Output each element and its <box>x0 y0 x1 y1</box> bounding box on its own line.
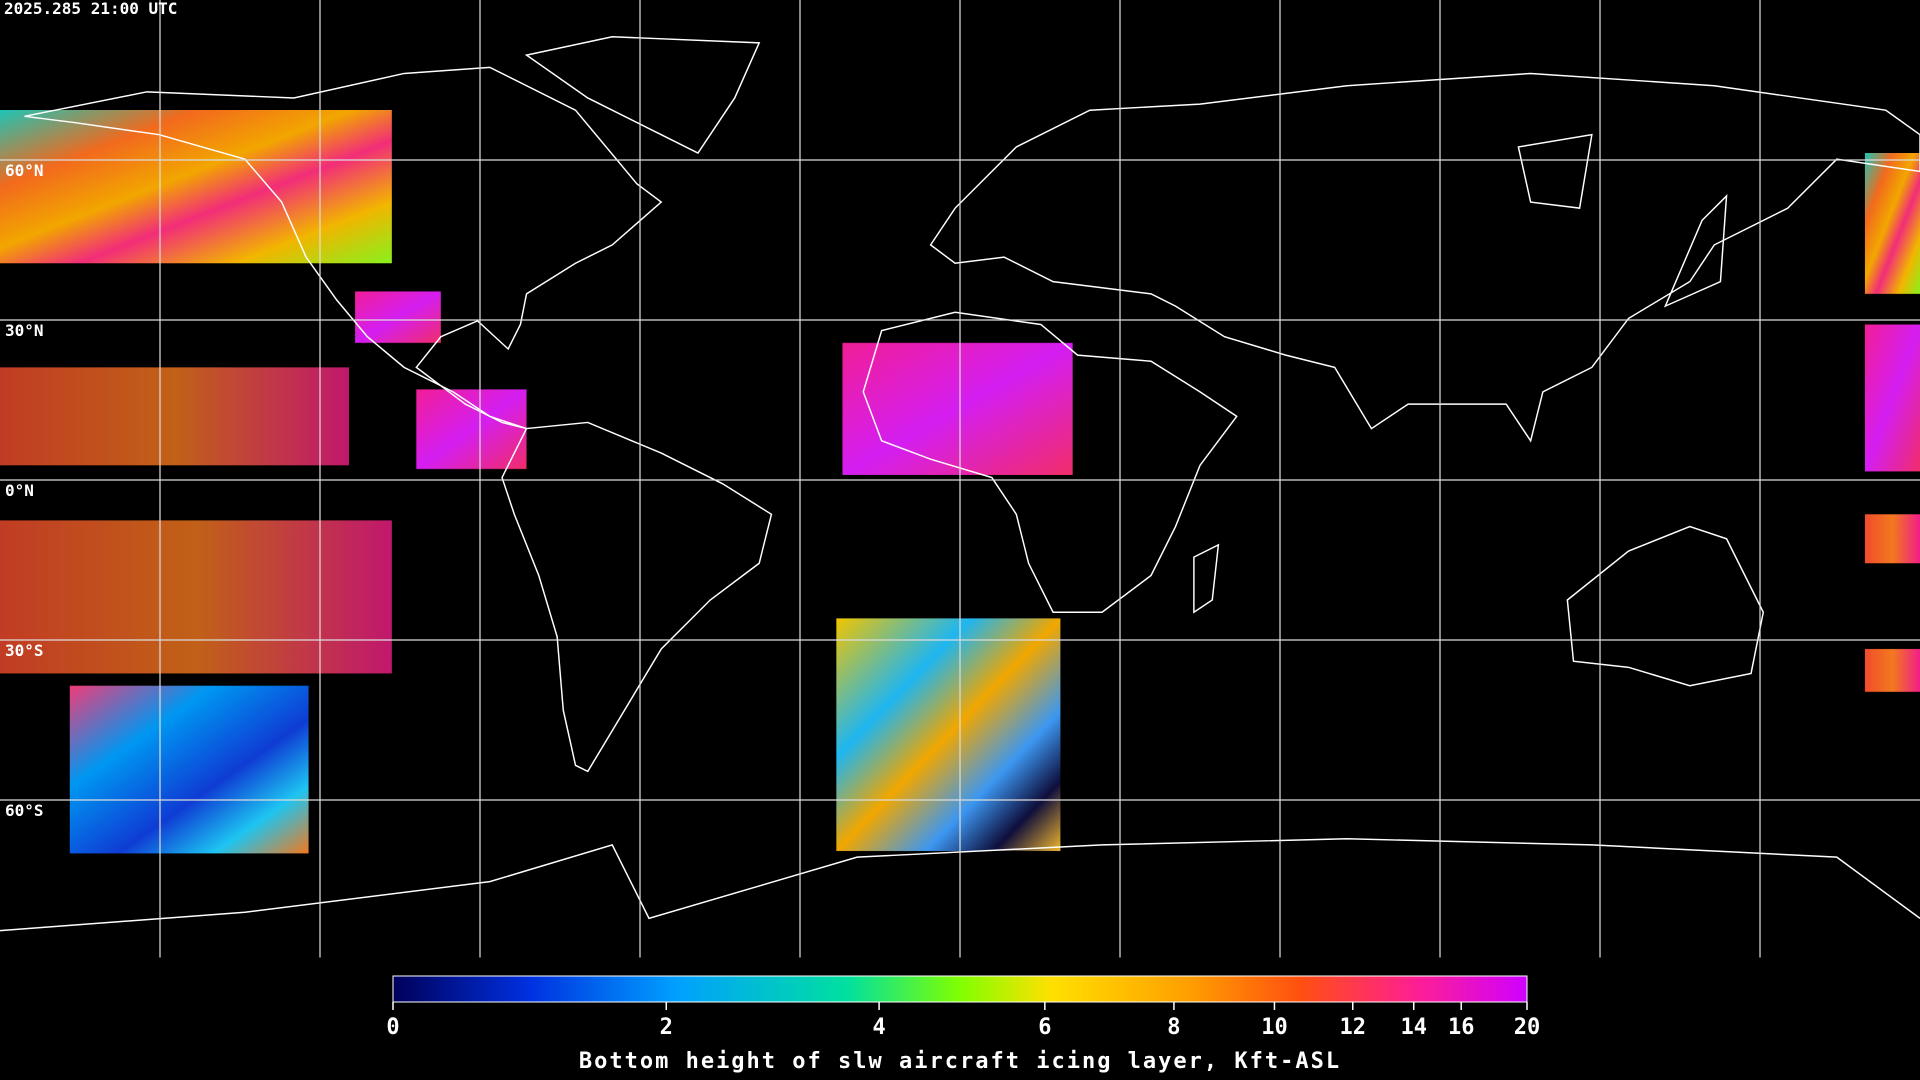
latitude-label: 30°N <box>5 321 44 340</box>
coastline <box>929 72 1920 443</box>
colorbar-tick-label: 8 <box>1167 1015 1180 1040</box>
colorbar <box>392 975 1528 1003</box>
coastlines <box>0 35 1920 932</box>
latitude-label: 60°S <box>5 801 44 820</box>
coastline <box>501 421 773 773</box>
graticule <box>0 0 1920 958</box>
latitude-label: 0°N <box>5 481 34 500</box>
icing-patch <box>0 520 392 674</box>
colorbar-tick-label: 20 <box>1514 1015 1541 1040</box>
coastline <box>862 311 1238 613</box>
colorbar-tick-label: 14 <box>1400 1015 1427 1040</box>
icing-patch <box>1864 153 1920 294</box>
colorbar-tick-label: 12 <box>1340 1015 1367 1040</box>
icing-patch <box>69 685 309 854</box>
colorbar-tick-label: 16 <box>1448 1015 1475 1040</box>
icing-patch <box>842 342 1073 476</box>
coastline <box>1566 525 1765 687</box>
colorbar-tick-label: 2 <box>660 1015 673 1040</box>
latitude-label: 60°N <box>5 161 44 180</box>
coastline <box>24 66 663 430</box>
coastline <box>1193 133 1728 614</box>
timestamp: 2025.285 21:00 UTC <box>4 0 177 18</box>
colorbar-title: Bottom height of slw aircraft icing laye… <box>579 1049 1341 1074</box>
icing-patches <box>0 110 1920 854</box>
colorbar-tick-label: 0 <box>386 1015 399 1040</box>
colorbar-tick-label: 10 <box>1261 1015 1288 1040</box>
colorbar-tick-label: 6 <box>1038 1015 1051 1040</box>
latitude-label: 30°S <box>5 641 44 660</box>
coastline <box>0 838 1920 932</box>
icing-patch <box>355 291 441 343</box>
colorbar-tick-label: 4 <box>872 1015 885 1040</box>
icing-patch <box>1864 648 1920 692</box>
icing-patch <box>0 110 392 264</box>
map-layer <box>0 0 1920 958</box>
coastline <box>524 35 761 155</box>
icing-patch <box>0 367 349 466</box>
icing-patch <box>836 618 1061 852</box>
icing-patch <box>1864 324 1920 472</box>
icing-patch <box>1864 514 1920 564</box>
icing-patch <box>416 389 527 469</box>
